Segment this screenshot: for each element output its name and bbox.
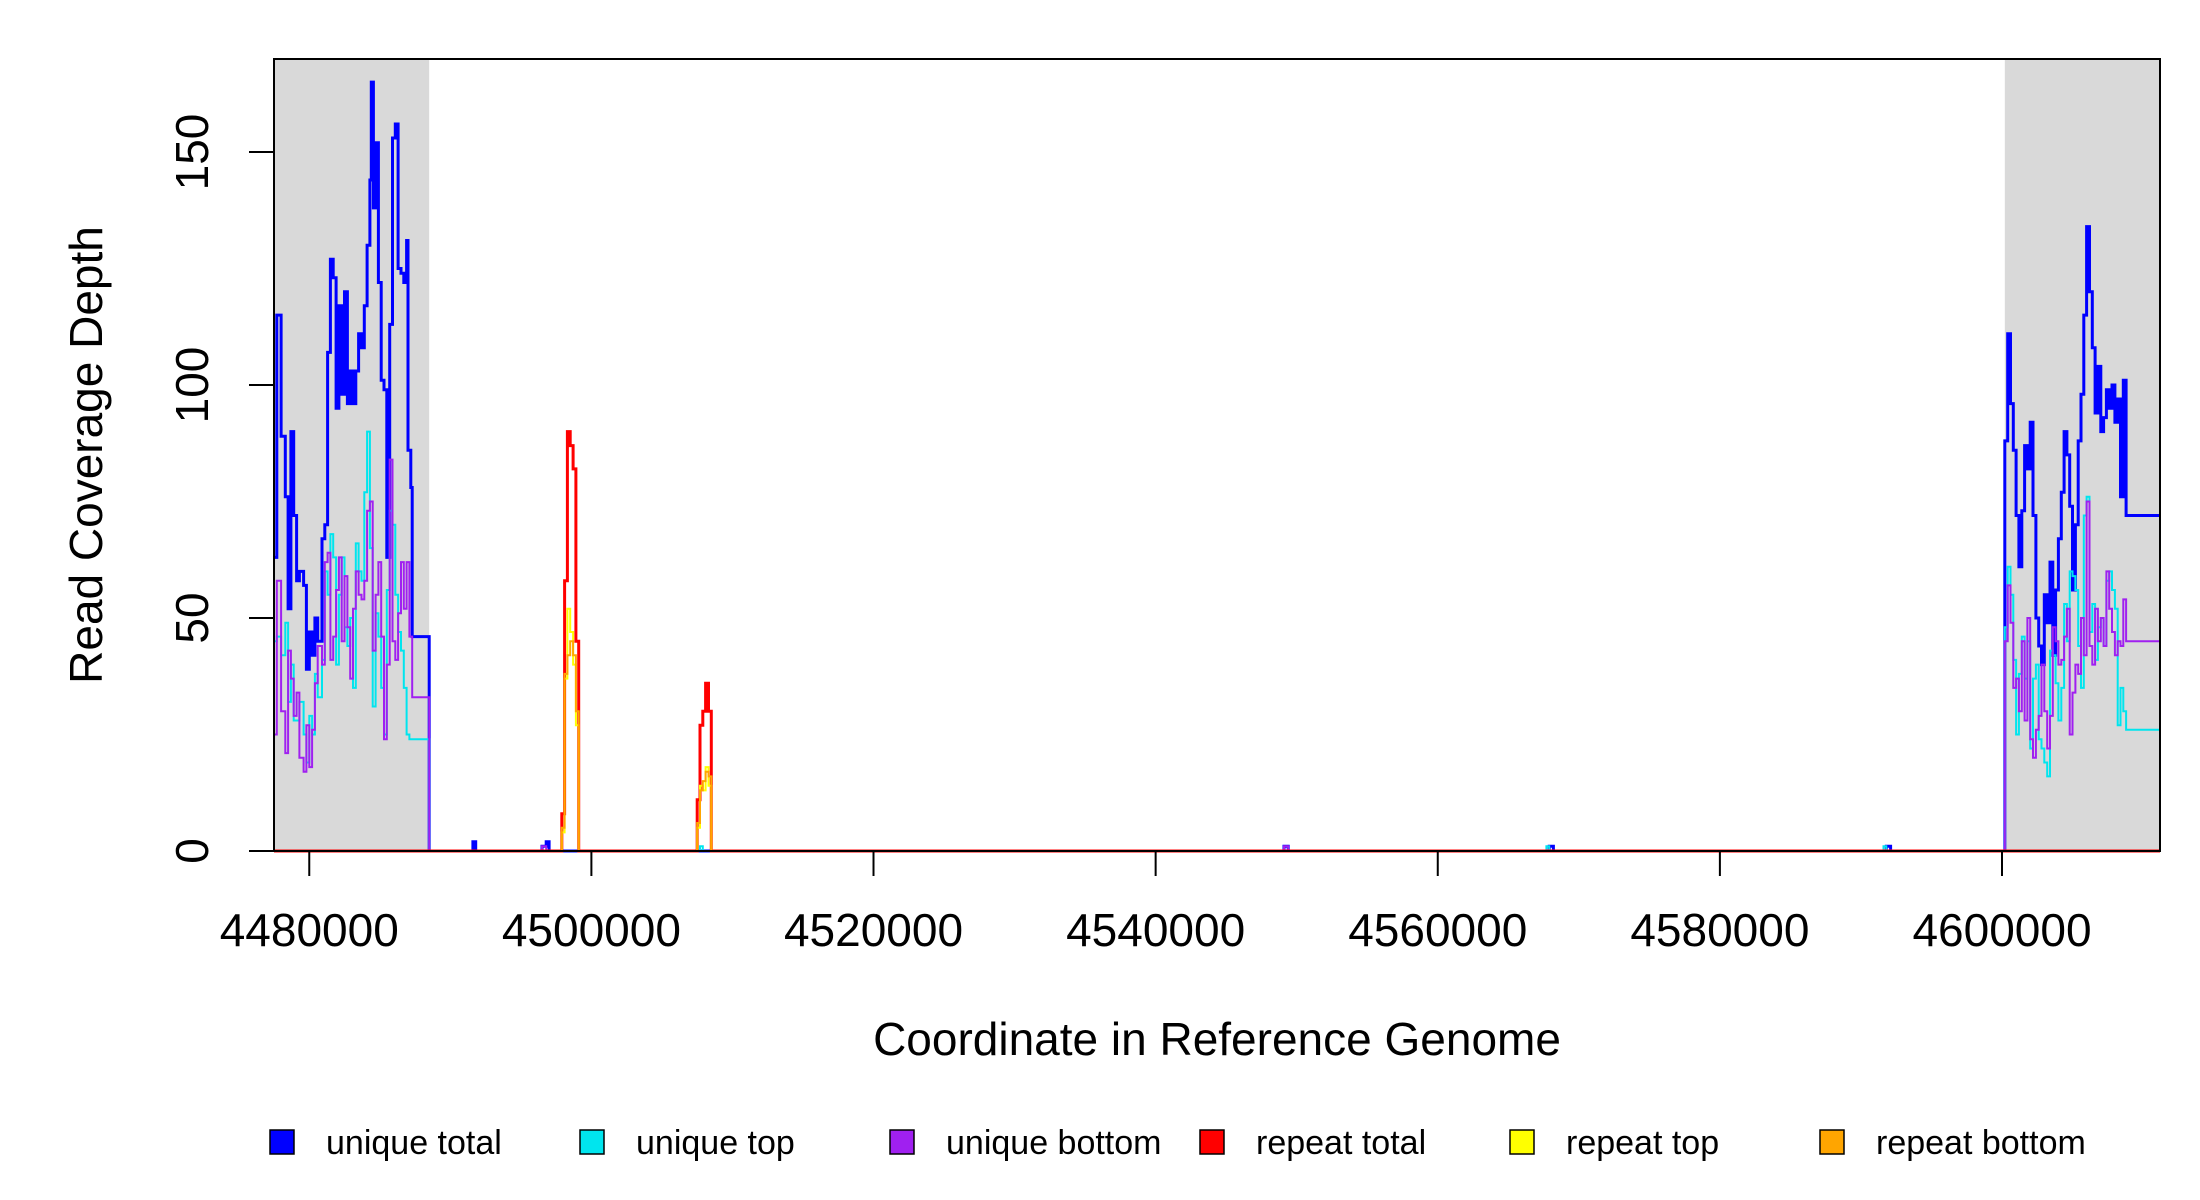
plot-frame <box>273 58 2161 852</box>
legend-label: unique total <box>326 1124 502 1162</box>
legend-swatch-unique-top <box>579 1129 605 1155</box>
y-axis-title: Read Coverage Depth <box>60 226 112 684</box>
x-tick-label: 4580000 <box>1630 904 1809 956</box>
series-line-unique-top <box>274 430 2160 852</box>
legend-swatch-repeat-top <box>1509 1129 1535 1155</box>
y-tick-label: 150 <box>166 114 218 191</box>
x-tick-label: 4560000 <box>1348 904 1527 956</box>
shaded-regions <box>274 59 2160 851</box>
x-tick-label: 4480000 <box>220 904 399 956</box>
x-tick-label: 4600000 <box>1912 904 2091 956</box>
series-line-unique-bottom <box>274 458 2160 852</box>
legend-swatch-repeat-bottom <box>1819 1129 1845 1155</box>
series-line-repeat-total <box>274 430 2160 853</box>
x-tick-label: 4500000 <box>502 904 681 956</box>
y-axis: 0 50 100 150 <box>166 114 275 864</box>
y-tick-label: 0 <box>166 838 218 864</box>
series-line-repeat-bottom <box>274 640 2160 852</box>
series-line-unique-total <box>274 80 2160 853</box>
x-tick-label: 4540000 <box>1066 904 1245 956</box>
legend-label: unique top <box>636 1124 795 1162</box>
legend-swatch-unique-total <box>269 1129 295 1155</box>
x-axis-title: Coordinate in Reference Genome <box>873 1013 1561 1065</box>
series-line-repeat-top <box>274 607 2160 852</box>
legend-label: repeat total <box>1256 1124 1426 1162</box>
legend-swatch-unique-bottom <box>889 1129 915 1155</box>
series-lines <box>274 80 2160 853</box>
legend-label: unique bottom <box>946 1124 1162 1162</box>
legend-swatch-repeat-total <box>1199 1129 1225 1155</box>
legend-label: repeat top <box>1566 1124 1719 1162</box>
y-tick-label: 100 <box>166 347 218 424</box>
x-tick-label: 4520000 <box>784 904 963 956</box>
legend-label: repeat bottom <box>1876 1124 2086 1162</box>
y-tick-label: 50 <box>166 592 218 643</box>
x-axis: 4480000 4500000 4520000 4540000 4560000 45800… <box>220 850 2092 956</box>
legend: unique total unique top unique bottom repea… <box>269 1124 2086 1162</box>
